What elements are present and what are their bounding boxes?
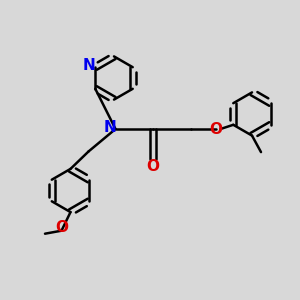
Text: O: O — [209, 122, 223, 136]
Text: O: O — [146, 159, 160, 174]
Text: N: N — [83, 58, 96, 73]
Text: O: O — [56, 220, 69, 235]
Text: N: N — [104, 120, 116, 135]
